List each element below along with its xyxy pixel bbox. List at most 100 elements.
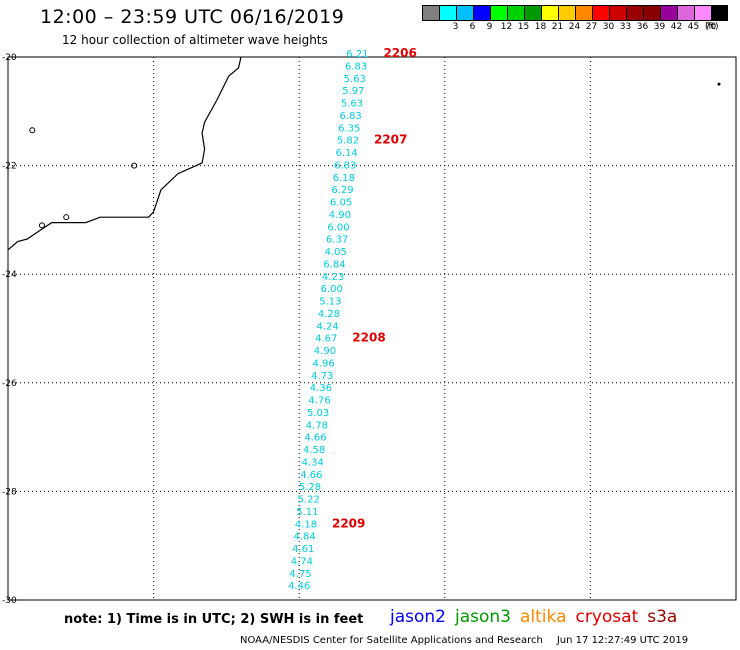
- map-subtitle: 12 hour collection of altimeter wave hei…: [62, 33, 328, 47]
- wave-height-label: 4.58: [303, 445, 325, 456]
- wave-height-label: 4.46: [288, 581, 310, 592]
- satellite-legend: jason2 jason3 altika cryosat s3a: [390, 607, 686, 627]
- time-label: 2208: [352, 331, 385, 345]
- footer-note: note: 1) Time is in UTC; 2) SWH is in fe…: [64, 612, 364, 627]
- legend-color-box: [626, 5, 643, 21]
- legend-color-box: [711, 5, 728, 21]
- wave-height-label: 6.00: [321, 284, 343, 295]
- wave-height-label: 5.28: [299, 482, 321, 493]
- altimeter-map: -45-42-39-36-33-30-20-22-24-26-28-306.21…: [2, 46, 737, 605]
- legend-label: 39: [653, 22, 666, 32]
- legend-color-box: [643, 5, 660, 21]
- latitude-tick-label: -30: [2, 596, 17, 605]
- legend-swatch: 18: [524, 5, 546, 35]
- legend-swatch: 70: [694, 5, 716, 35]
- island: [63, 214, 70, 221]
- map-frame: [7, 56, 737, 601]
- legend-swatch: 3: [439, 5, 458, 35]
- legend-swatch: 30: [592, 5, 614, 35]
- legend-label: 42: [670, 22, 683, 32]
- legend-color-box: [694, 5, 711, 21]
- wave-height-label: 4.28: [318, 309, 340, 320]
- legend-swatch: 39: [643, 5, 665, 35]
- wave-height-label: 4.76: [308, 396, 330, 407]
- wave-height-label: 4.05: [325, 247, 347, 258]
- legend-color-box: [609, 5, 626, 21]
- legend-label: 15: [517, 22, 530, 32]
- legend-label: 9: [486, 22, 493, 32]
- legend-swatch: 33: [609, 5, 631, 35]
- wave-height-label: 6.37: [326, 235, 348, 246]
- wave-height-label: 5.82: [337, 136, 359, 147]
- wave-height-label: 5.63: [344, 74, 366, 85]
- legend-swatch: [711, 5, 728, 35]
- wave-height-label: 5.03: [307, 408, 329, 419]
- wave-height-label: 4.23: [322, 272, 344, 283]
- legend-swatch: 45: [677, 5, 699, 35]
- latitude-tick-label: -22: [2, 162, 17, 172]
- wave-height-label: 5.11: [296, 507, 318, 518]
- latitude-tick-label: -20: [2, 53, 17, 63]
- offshore-island: [717, 82, 721, 86]
- generation-timestamp: Jun 17 12:27:49 UTC 2019: [556, 635, 689, 646]
- legend-swatch: 42: [660, 5, 682, 35]
- wave-height-label: 4.61: [292, 544, 314, 555]
- legend-swatch: 12: [490, 5, 512, 35]
- wave-height-label: 6.14: [335, 148, 357, 159]
- satellite-s3a: s3a: [647, 607, 678, 627]
- legend-label: 21: [551, 22, 564, 32]
- satellite-cryosat: cryosat: [575, 607, 639, 627]
- wave-height-label: 4.75: [289, 569, 311, 580]
- time-label: 2206: [383, 46, 416, 60]
- legend-color-box: [592, 5, 609, 21]
- legend-color-box: [677, 5, 694, 21]
- wave-height-label: 6.35: [338, 123, 360, 134]
- legend-swatch: [422, 5, 439, 35]
- time-label: 2207: [374, 133, 407, 147]
- wave-height-label: 6.18: [333, 173, 355, 184]
- legend-label: 12: [500, 22, 513, 32]
- latitude-tick-label: -26: [2, 379, 17, 389]
- wave-height-label: 4.90: [329, 210, 351, 221]
- legend-color-box: [439, 5, 456, 21]
- wave-height-label: 6.21: [346, 49, 368, 60]
- wave-height-label: 5.63: [341, 99, 363, 110]
- wave-height-label: 6.00: [327, 222, 349, 233]
- wave-height-label: 5.22: [298, 495, 320, 506]
- legend-swatch: 21: [541, 5, 563, 35]
- legend-unit: (ft): [705, 22, 719, 32]
- legend-label: 24: [568, 22, 581, 32]
- legend-label: 33: [619, 22, 632, 32]
- wave-height-label: 4.24: [317, 321, 339, 332]
- legend-label: 3: [452, 22, 459, 32]
- wave-height-label: 4.66: [304, 433, 326, 444]
- legend-label: 70: [704, 22, 717, 32]
- legend-swatch: 27: [575, 5, 597, 35]
- legend-label: 18: [534, 22, 547, 32]
- wave-height-label: 6.83: [340, 111, 362, 122]
- legend-swatch: 6: [456, 5, 475, 35]
- wave-height-label: 4.96: [312, 358, 334, 369]
- map-title: 12:00 – 23:59 UTC 06/16/2019: [40, 6, 345, 28]
- legend-label: 27: [585, 22, 598, 32]
- wave-height-label: 4.36: [310, 383, 332, 394]
- legend-swatch: 36: [626, 5, 648, 35]
- wave-height-label: 4.84: [293, 532, 315, 543]
- legend-color-box: [575, 5, 592, 21]
- wave-height-label: 4.90: [314, 346, 336, 357]
- legend-swatch: 15: [507, 5, 529, 35]
- legend-color-box: [660, 5, 677, 21]
- wave-height-label: 4.66: [300, 470, 322, 481]
- satellite-altika: altika: [520, 607, 567, 627]
- wave-height-label: 6.83: [345, 61, 367, 72]
- legend-color-box: [558, 5, 575, 21]
- legend-color-box: [524, 5, 541, 21]
- legend-color-box: [490, 5, 507, 21]
- wave-height-label: 4.73: [311, 371, 333, 382]
- legend-color-box: [422, 5, 439, 21]
- legend-color-box: [473, 5, 490, 21]
- legend-label: 6: [469, 22, 476, 32]
- wave-height-label: 6.83: [334, 160, 356, 171]
- latitude-tick-label: -28: [2, 487, 17, 497]
- wave-height-label: 4.67: [315, 334, 337, 345]
